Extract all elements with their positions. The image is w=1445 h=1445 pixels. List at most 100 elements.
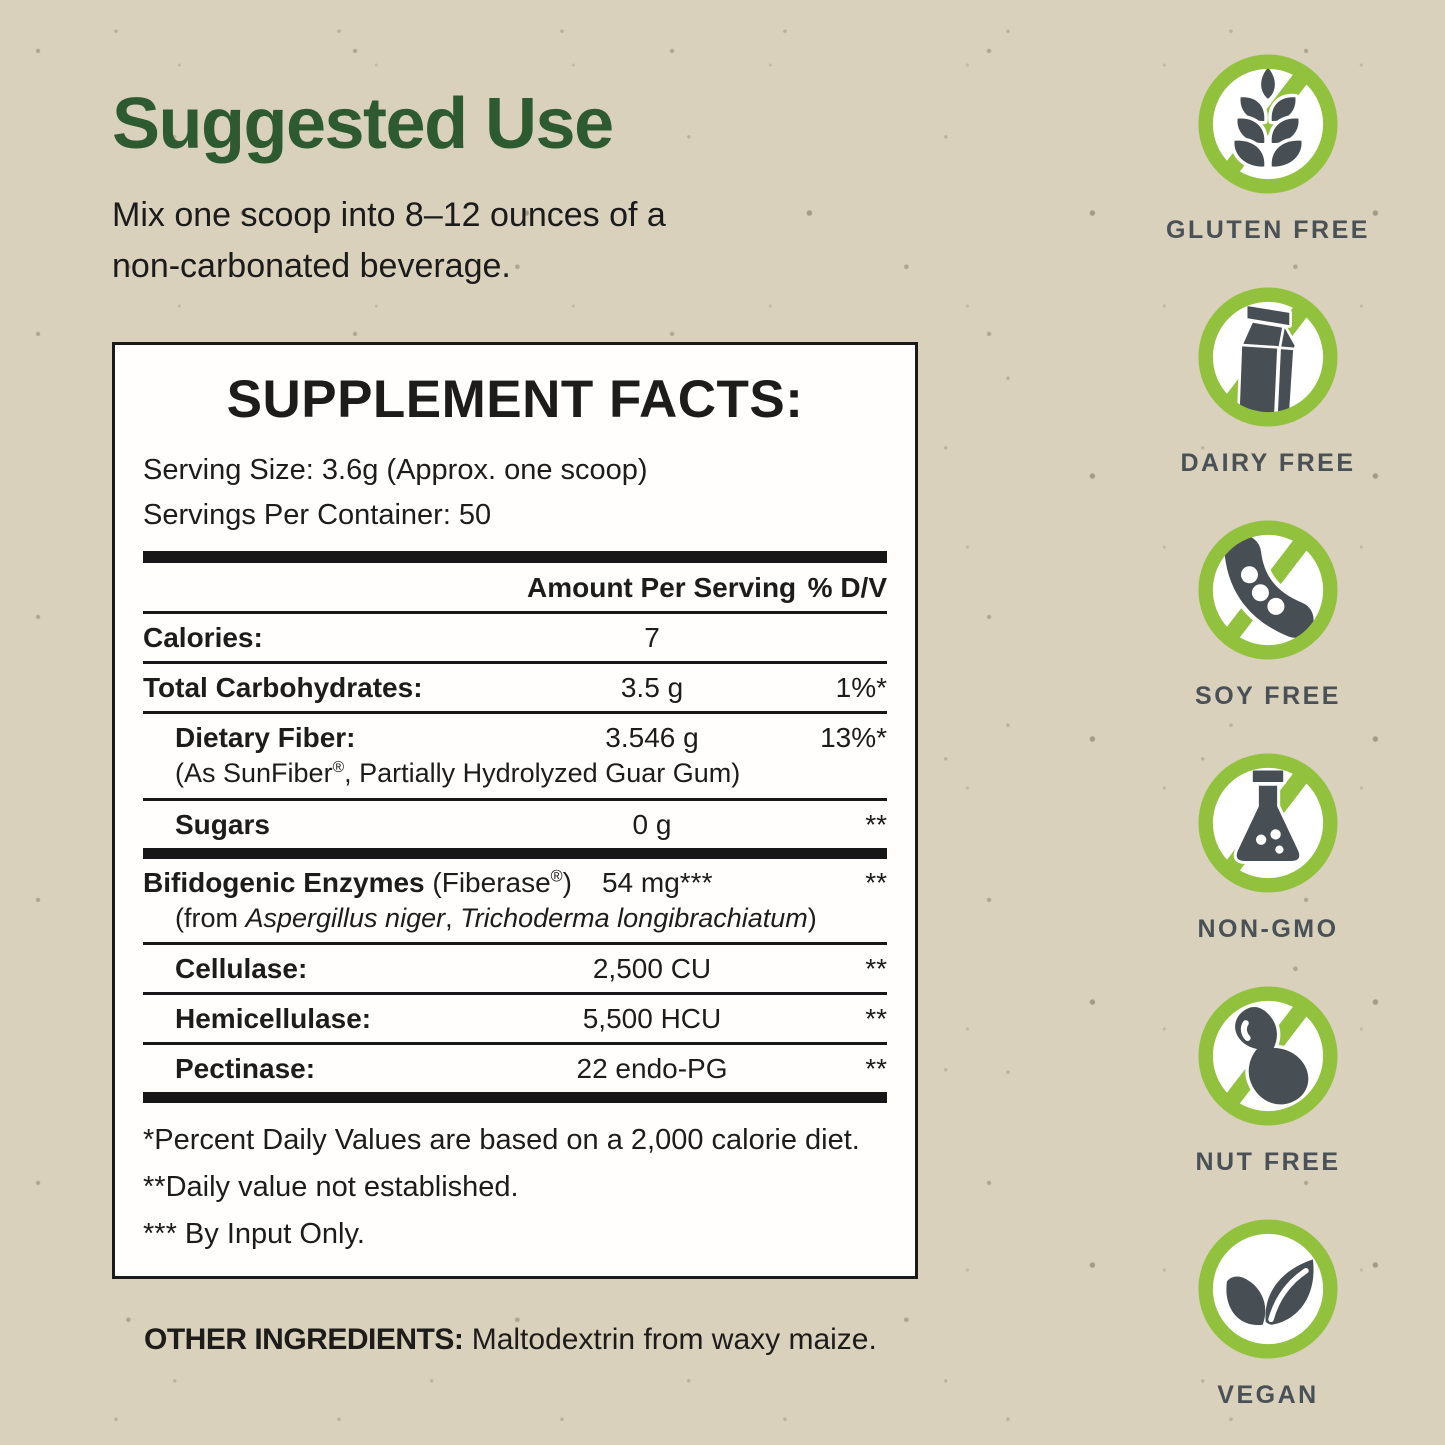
nutrient-dv: ** [865, 1003, 887, 1035]
nutrient-amount: 2,500 CU [592, 953, 712, 985]
footnote: **Daily value not established. [143, 1171, 519, 1204]
facts-row: Hemicellulase: 5,500 HCU ** [143, 995, 887, 1046]
serving-info: Serving Size: 3.6g (Approx. one scoop) S… [143, 448, 887, 538]
nutrient-dv: 13%* [820, 721, 887, 753]
facts-row: Cellulase: 2,500 CU ** [143, 945, 887, 996]
other-ingredients: OTHER INGREDIENTS: Maltodextrin from wax… [144, 1323, 1112, 1357]
nutrient-amount: 7 [644, 621, 660, 653]
nutrient-amount: 5,500 HCU [582, 1003, 722, 1035]
other-ingredients-text: Maltodextrin from waxy maize. [471, 1323, 877, 1357]
column-header-amount: Amount Per Serving [527, 571, 797, 603]
milk-carton-icon [1198, 287, 1338, 427]
suggested-use-line-1: Mix one scoop into 8–12 ounces of a [112, 196, 666, 234]
badge-label: NUT FREE [1195, 1148, 1341, 1176]
text-fragment: Total Carbohydrates: [143, 671, 423, 703]
main-content: Suggested Use Mix one scoop into 8–12 ou… [112, 88, 1112, 1357]
nutrient-dv: ** [865, 1053, 887, 1085]
nutrient-subtext: (from Aspergillus niger, Trichoderma lon… [143, 902, 887, 936]
nutrient-dv: 1%* [835, 671, 887, 703]
text-fragment: Calories: [143, 621, 263, 653]
badge-label: NON-GMO [1197, 915, 1339, 943]
text-fragment: ® [332, 758, 345, 776]
nutrient-subtext: (As SunFiber®, Partially Hydrolyzed Guar… [143, 757, 887, 791]
nutrient-name: Pectinase: [143, 1053, 527, 1085]
facts-row-main: Cellulase: 2,500 CU ** [143, 953, 887, 985]
text-fragment: (Fiberase [424, 866, 551, 898]
text-fragment: Aspergillus niger [245, 902, 446, 933]
badge-label: SOY FREE [1195, 682, 1341, 710]
page-title: Suggested Use [112, 84, 614, 164]
nutrient-amount: 22 endo-PG [576, 1053, 728, 1085]
nutrient-amount: 3.5 g [620, 671, 684, 703]
suggested-use-text: Mix one scoop into 8–12 ounces of a non-… [112, 190, 1112, 292]
text-fragment: (from [175, 902, 246, 933]
facts-row-main: Total Carbohydrates: 3.5 g 1%* [143, 672, 887, 704]
serving-size: Serving Size: 3.6g (Approx. one scoop) [143, 454, 648, 486]
facts-row-main: Dietary Fiber: 3.546 g 13%* [143, 722, 887, 754]
servings-per-container: Servings Per Container: 50 [143, 498, 492, 531]
text-fragment: ® [550, 867, 563, 886]
text-fragment: Bifidogenic Enzymes [143, 866, 425, 898]
facts-row-main: Hemicellulase: 5,500 HCU ** [143, 1003, 887, 1035]
badge-label: DAIRY FREE [1180, 449, 1356, 477]
text-fragment: , [445, 902, 461, 933]
nutrient-dv: ** [865, 808, 887, 840]
text-fragment: , Partially Hydrolyzed Guar Gum) [344, 757, 741, 788]
facts-row: Bifidogenic Enzymes (Fiberase®) 54 mg*** *… [143, 859, 887, 946]
facts-row-main: Sugars 0 g ** [143, 809, 887, 841]
footnotes: *Percent Daily Values are based on a 2,0… [143, 1117, 887, 1258]
text-fragment: ) [562, 866, 572, 898]
chemistry-flask-icon [1198, 753, 1338, 893]
nutrient-name: Total Carbohydrates: [143, 672, 527, 704]
badge-vegan: VEGAN [1192, 1213, 1344, 1410]
badge-dairy-free: DAIRY FREE [1180, 281, 1355, 478]
facts-rows: Calories: 7 Total Carbohydrates: 3.5 g 1%* Di… [143, 614, 887, 1104]
facts-row: Calories: 7 [143, 614, 887, 664]
nutrient-name: Bifidogenic Enzymes (Fiberase®) 54 mg*** [143, 867, 777, 899]
facts-row-main: Calories: 7 [143, 622, 887, 654]
nutrient-name: Cellulase: [143, 953, 527, 985]
nutrient-dv: ** [865, 866, 887, 898]
text-fragment: Dietary Fiber: [175, 721, 356, 753]
badge-nut-free: NUT FREE [1192, 980, 1344, 1177]
text-fragment: Trichoderma longibrachiatum [460, 902, 808, 933]
leaves-icon [1198, 1219, 1338, 1359]
nutrient-name: Sugars [143, 809, 527, 841]
supplement-facts-panel: SUPPLEMENT FACTS: Serving Size: 3.6g (Ap… [112, 342, 918, 1280]
text-fragment: Hemicellulase: [175, 1003, 372, 1035]
nutrient-amount: 0 g [632, 808, 672, 840]
facts-row-main: Pectinase: 22 endo-PG ** [143, 1053, 887, 1085]
footnote: *Percent Daily Values are based on a 2,0… [143, 1124, 860, 1157]
divider-thick [143, 550, 887, 563]
nutrient-amount: 3.546 g [605, 721, 699, 753]
text-fragment: Pectinase: [175, 1053, 316, 1085]
badge-column: GLUTEN FREE DAIRY FREE SOY FREE NON-GMO … [1158, 48, 1378, 1410]
facts-header-row: Amount Per Serving % D/V [143, 563, 887, 614]
facts-row: Sugars 0 g ** [143, 801, 887, 859]
badge-label: GLUTEN FREE [1166, 216, 1370, 244]
text-fragment: ) [807, 902, 817, 933]
column-header-dv: % D/V [807, 571, 887, 603]
text-fragment: (As SunFiber [175, 757, 333, 788]
facts-row: Dietary Fiber: 3.546 g 13%* (As SunFiber®, … [143, 714, 887, 801]
badge-label: VEGAN [1217, 1381, 1319, 1409]
nutrient-amount: 54 mg*** [601, 866, 713, 898]
peanut-icon [1198, 986, 1338, 1126]
badge-non-gmo: NON-GMO [1192, 747, 1344, 944]
text-fragment: Sugars [175, 808, 270, 840]
wheat-icon [1198, 54, 1338, 194]
facts-row: Pectinase: 22 endo-PG ** [143, 1045, 887, 1104]
nutrient-dv: ** [865, 953, 887, 985]
nutrient-name: Hemicellulase: [143, 1003, 527, 1035]
badge-soy-free: SOY FREE [1192, 514, 1344, 711]
badge-gluten-free: GLUTEN FREE [1166, 48, 1370, 245]
supplement-facts-title: SUPPLEMENT FACTS: [226, 370, 804, 429]
footnote: *** By Input Only. [143, 1218, 365, 1251]
text-fragment: Cellulase: [175, 953, 308, 985]
other-ingredients-label: OTHER INGREDIENTS: [144, 1323, 464, 1357]
nutrient-name: Calories: [143, 622, 527, 654]
soybean-pod-icon [1198, 520, 1338, 660]
suggested-use-line-2: non-carbonated beverage. [112, 247, 511, 285]
nutrient-name: Dietary Fiber: [143, 722, 527, 754]
facts-row-main: Bifidogenic Enzymes (Fiberase®) 54 mg*** *… [143, 867, 887, 899]
